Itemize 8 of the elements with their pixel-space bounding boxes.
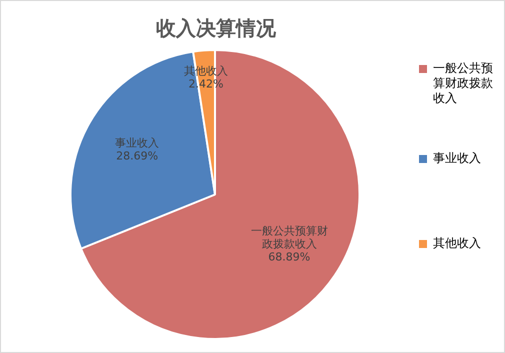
data-label: 68.89% (268, 250, 310, 264)
data-label: 28.69% (116, 150, 158, 163)
legend-label: 一般公共预算财政拨款收入 (433, 61, 494, 106)
chart-title: 收入决算情况 (155, 15, 277, 42)
legend-label: 其他收入 (433, 236, 482, 251)
legend-label: 事业收入 (433, 151, 482, 166)
slice-label: 事业收入 (115, 136, 160, 150)
slice-label: 一般公共预算财政拨款收入 (250, 224, 328, 250)
